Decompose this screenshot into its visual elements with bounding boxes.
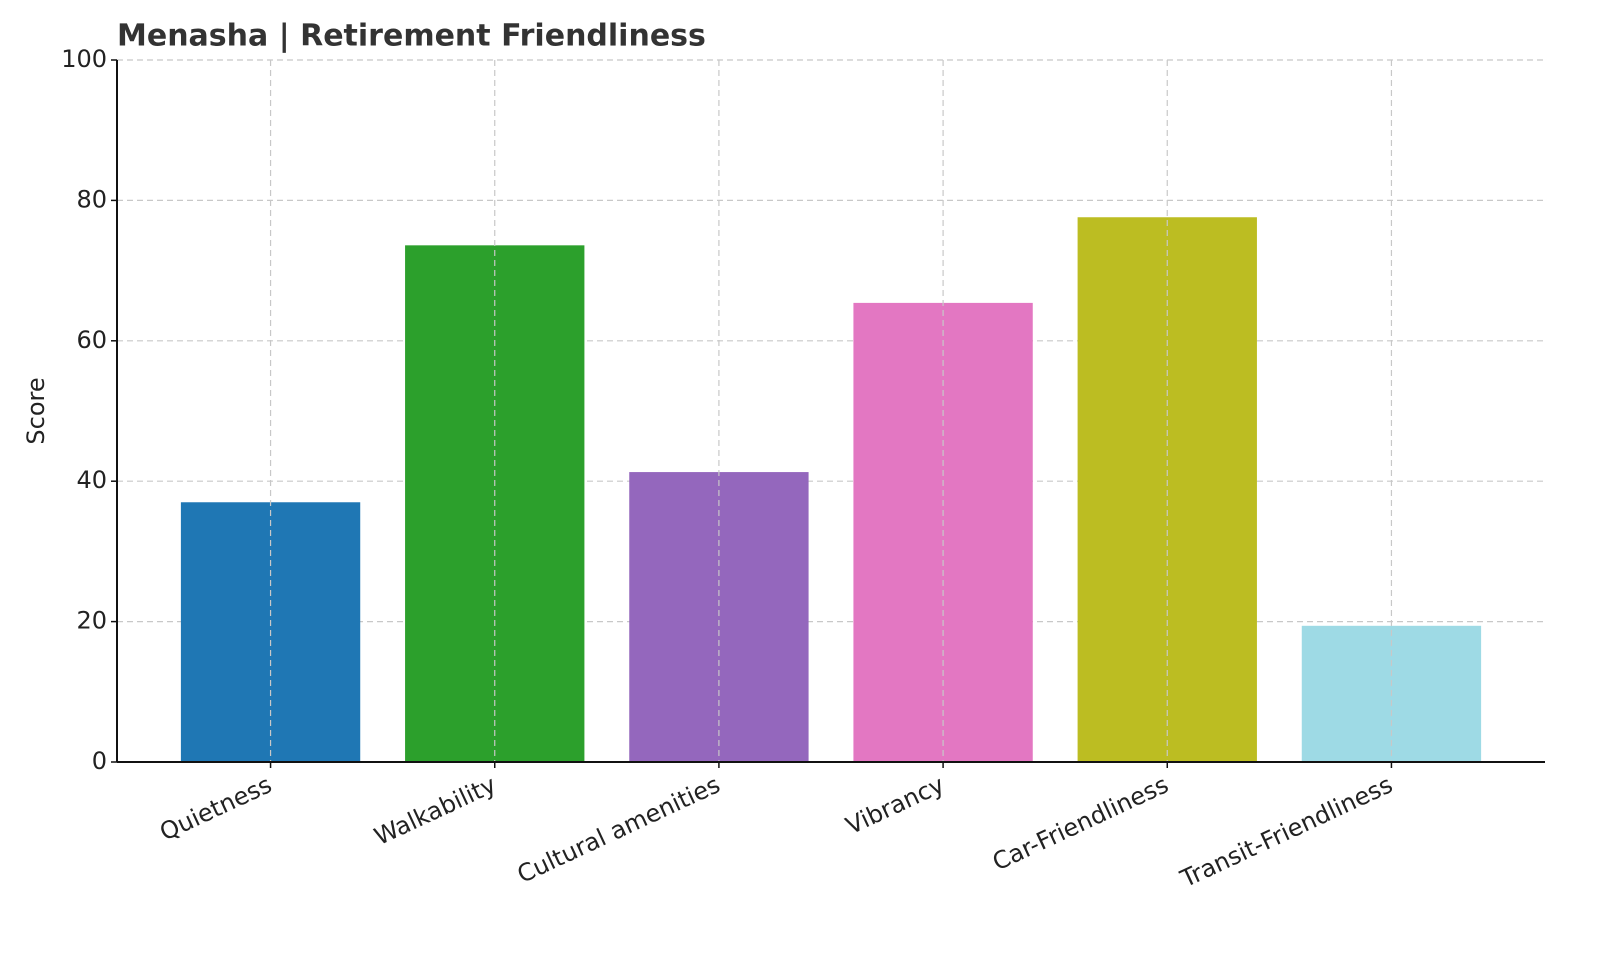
x-tick-label: Quietness: [156, 770, 277, 846]
x-tick-label: Vibrancy: [842, 770, 949, 840]
y-axis-label: Score: [22, 377, 50, 444]
y-tick-label: 0: [92, 747, 107, 775]
y-tick-label: 80: [76, 185, 107, 213]
y-tick-label: 100: [61, 45, 107, 73]
x-tick-label: Walkability: [370, 770, 500, 851]
y-tick-label: 60: [76, 326, 107, 354]
x-tick-label: Transit-Friendliness: [1175, 770, 1396, 893]
x-tick-label: Cultural amenities: [513, 770, 724, 888]
y-tick-label: 40: [76, 466, 107, 494]
chart-title: Menasha | Retirement Friendliness: [117, 19, 706, 54]
x-tick-label: Car-Friendliness: [988, 770, 1173, 876]
y-tick-label: 20: [76, 607, 107, 635]
